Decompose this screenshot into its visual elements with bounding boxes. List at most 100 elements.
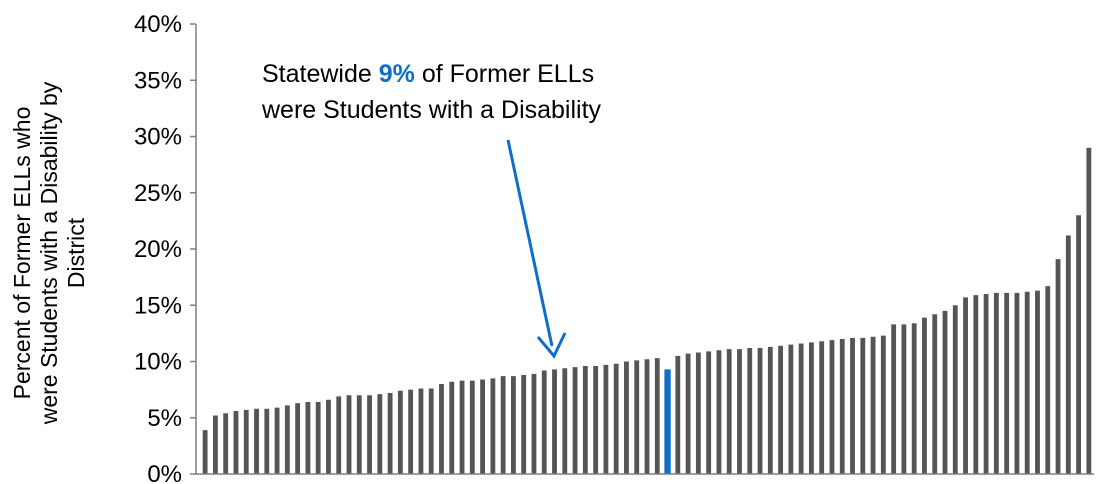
- bar: [1045, 286, 1051, 475]
- annotation-arrow-head: [536, 332, 567, 359]
- y-tick-label: 10%: [134, 349, 182, 376]
- bar: [788, 344, 794, 475]
- y-tick-label: 25%: [134, 180, 182, 207]
- bar: [911, 323, 917, 474]
- statewide-annotation: Statewide 9% of Former ELLs were Student…: [261, 60, 602, 359]
- bar: [952, 305, 958, 474]
- bar: [1014, 292, 1020, 475]
- bar: [500, 376, 506, 475]
- bar: [305, 402, 311, 474]
- bar: [346, 395, 352, 474]
- bar: [459, 380, 465, 475]
- bar: [593, 366, 599, 474]
- bar: [829, 340, 835, 475]
- bar: [767, 346, 773, 475]
- bar: [243, 409, 249, 475]
- bar: [490, 378, 496, 475]
- bar: [1055, 259, 1061, 475]
- bar: [582, 366, 588, 474]
- bar: [706, 351, 712, 475]
- bar: [1086, 147, 1092, 474]
- bar: [213, 415, 218, 474]
- bar: [449, 381, 455, 474]
- bar: [737, 349, 742, 475]
- y-tick-label: 35%: [134, 67, 182, 94]
- bar: [809, 342, 814, 475]
- bar: [675, 355, 681, 475]
- bar: [726, 349, 732, 475]
- bar: [521, 375, 527, 474]
- bar: [223, 413, 229, 474]
- bar: [418, 388, 424, 474]
- bar: [973, 295, 979, 475]
- bar: [757, 348, 763, 474]
- bar: [644, 359, 650, 474]
- y-axis-title-line-3: District: [63, 217, 89, 288]
- y-tick-label: 30%: [134, 124, 182, 151]
- bar: [336, 396, 342, 475]
- bar: [367, 395, 372, 474]
- bar: [397, 390, 403, 474]
- bar: [932, 314, 938, 474]
- bar: [891, 324, 897, 475]
- bar: [562, 368, 568, 474]
- annotation-highlight-value: 9%: [379, 60, 415, 88]
- bar: [315, 402, 321, 474]
- bar: [480, 379, 485, 474]
- bar: [983, 294, 989, 474]
- bar: [778, 345, 783, 474]
- annotation-line-2: were Students with a Disability: [261, 96, 602, 124]
- bar: [326, 399, 331, 474]
- bar: [284, 405, 290, 475]
- y-tick-label: 40%: [134, 11, 182, 38]
- bar: [654, 358, 660, 475]
- bar: [839, 339, 845, 474]
- bar: [1004, 292, 1010, 475]
- bar: [880, 335, 886, 475]
- bar: [963, 297, 968, 475]
- bar: [541, 370, 547, 474]
- bar: [870, 336, 876, 474]
- y-axis-title-line-1: Percent of Former ELLs who: [9, 107, 35, 400]
- bar: [747, 348, 753, 474]
- bar: [716, 350, 722, 474]
- bar: [1024, 291, 1030, 474]
- y-axis-title: Percent of Former ELLs who were Students…: [9, 81, 89, 425]
- bar-statewide: [664, 369, 671, 475]
- y-tick-label: 5%: [147, 405, 182, 432]
- annotation-prefix: Statewide: [262, 60, 379, 88]
- bar: [233, 411, 239, 474]
- bar: [860, 337, 866, 475]
- bar: [408, 389, 414, 475]
- bars: [202, 147, 1092, 475]
- bar: [572, 367, 578, 475]
- bar: [685, 353, 691, 475]
- bar: [356, 395, 362, 474]
- bar: [254, 408, 259, 474]
- y-axis-ticks: 0% 5% 10% 15% 20% 25% 30% 35% 40%: [134, 11, 196, 484]
- bar: [634, 360, 640, 475]
- bar: [798, 343, 804, 474]
- annotation-line-1: Statewide 9% of Former ELLs: [262, 60, 594, 88]
- bar: [511, 376, 516, 475]
- bar: [603, 364, 609, 475]
- y-tick-label: 0%: [147, 461, 182, 484]
- bar: [295, 403, 301, 475]
- bar: [695, 352, 701, 474]
- y-axis-title-line-2: were Students with a Disability by: [36, 81, 62, 425]
- bar: [202, 430, 208, 475]
- bar: [942, 310, 948, 475]
- bar: [613, 363, 619, 474]
- annotation-arrow-shaft: [506, 139, 554, 347]
- bar: [1035, 290, 1040, 475]
- bar: [993, 292, 999, 475]
- annotation-suffix: of Former ELLs: [415, 60, 594, 88]
- y-tick-label: 15%: [134, 292, 182, 319]
- bar: [387, 393, 393, 474]
- bar: [531, 373, 537, 475]
- bar: [428, 388, 434, 474]
- bar: [819, 341, 825, 474]
- bar: [274, 407, 280, 475]
- bar: [850, 337, 855, 475]
